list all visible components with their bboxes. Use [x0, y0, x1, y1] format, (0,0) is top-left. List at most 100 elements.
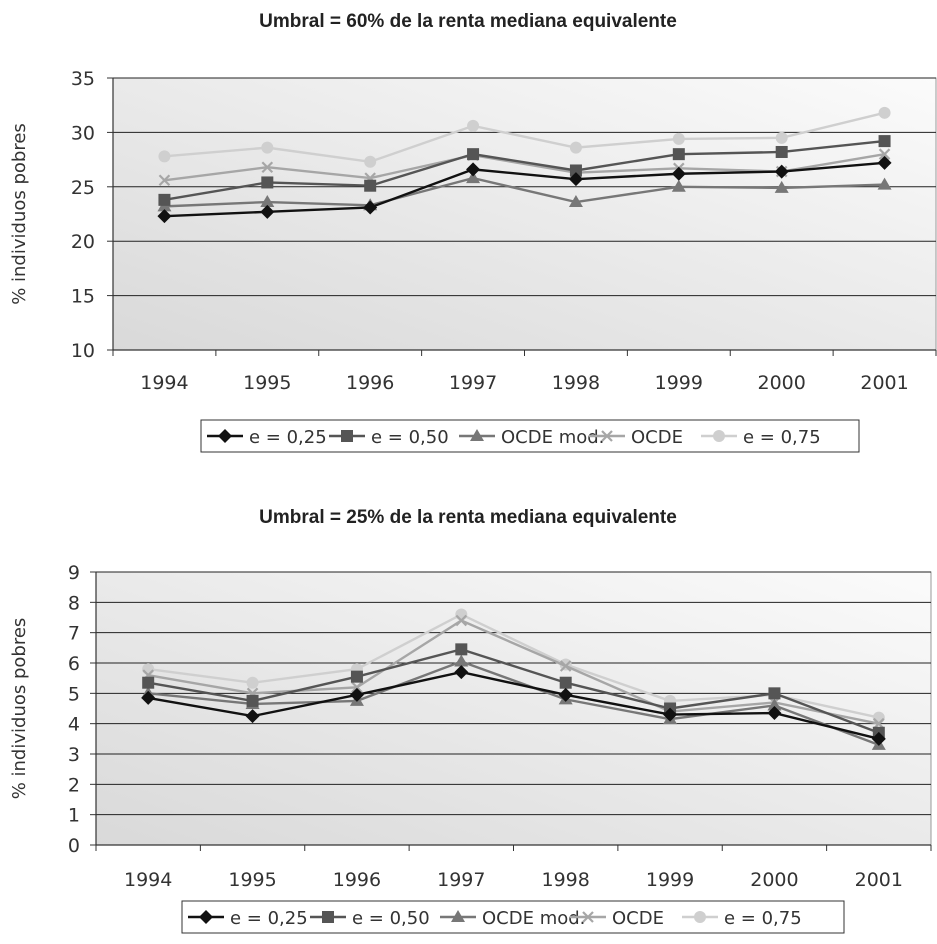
data-point: [774, 164, 789, 179]
y-tick-label: 0: [68, 835, 80, 857]
y-tick-label: 9: [68, 562, 80, 584]
legend-item: e = 0,50: [310, 908, 430, 929]
legend-item: OCDE mod.: [440, 908, 585, 929]
y-tick-label: 8: [68, 592, 80, 614]
data-point: [568, 172, 583, 187]
y-tick-label: 10: [71, 340, 95, 362]
x-tick-label: 1996: [333, 869, 381, 891]
legend-marker: [199, 910, 213, 924]
x-tick-label: 1995: [243, 372, 291, 394]
data-point: [261, 141, 274, 154]
data-point: [260, 195, 275, 208]
data-point: [141, 690, 156, 705]
y-tick-label: 6: [68, 653, 80, 675]
legend-label: e = 0,25: [230, 908, 308, 929]
x-tick-label: 1998: [552, 372, 600, 394]
plot-area: [95, 571, 932, 846]
chart-top: Umbral = 60% de la renta mediana equival…: [9, 11, 937, 453]
x-tick-label: 2000: [750, 869, 798, 891]
legend-label: OCDE: [612, 908, 664, 929]
legend-marker: [713, 430, 725, 442]
data-point: [455, 608, 468, 621]
chart-title: Umbral = 60% de la renta mediana equival…: [259, 11, 677, 32]
x-tick-label: 1998: [542, 869, 590, 891]
data-point: [569, 141, 582, 154]
legend-label: e = 0,50: [371, 427, 449, 448]
legend-item: e = 0,75: [701, 427, 821, 448]
legend: [200, 419, 860, 453]
data-point: [877, 155, 892, 170]
data-point: [558, 687, 573, 702]
x-tick-label: 1999: [655, 372, 703, 394]
legend-item: e = 0,25: [188, 908, 308, 929]
y-tick-label: 20: [71, 231, 95, 253]
chart-title: Umbral = 25% de la renta mediana equival…: [259, 507, 677, 528]
legend-item: e = 0,50: [329, 427, 449, 448]
legend-label: e = 0,25: [249, 427, 327, 448]
data-point: [559, 676, 572, 689]
data-point: [454, 665, 469, 680]
data-point: [158, 150, 171, 163]
data-point: [142, 663, 155, 676]
data-point: [142, 676, 155, 689]
x-tick-label: 2001: [860, 372, 908, 394]
legend-marker: [322, 911, 334, 923]
y-axis-label: % individuos pobres: [9, 123, 30, 305]
legend-label: e = 0,75: [743, 427, 821, 448]
x-tick-label: 1994: [124, 869, 172, 891]
y-tick-label: 5: [68, 683, 80, 705]
data-point: [455, 614, 468, 627]
y-tick-label: 3: [68, 744, 80, 766]
data-point: [767, 698, 782, 711]
legend-label: OCDE mod.: [501, 427, 604, 448]
data-point: [878, 148, 891, 160]
data-point: [466, 162, 481, 177]
legend-item: e = 0,25: [207, 427, 327, 448]
data-point: [158, 174, 171, 187]
data-point: [350, 670, 363, 683]
legend-marker: [451, 910, 465, 922]
series-line: [164, 161, 885, 218]
data-point: [559, 660, 572, 672]
data-point: [671, 166, 686, 181]
data-point: [775, 131, 788, 144]
data-point: [467, 148, 480, 161]
legend-marker: [470, 429, 484, 441]
series-line: [147, 670, 880, 740]
series-line: [164, 111, 885, 164]
legend-item: OCDE mod.: [459, 427, 604, 448]
legend-marker: [341, 430, 353, 442]
data-point: [767, 706, 782, 721]
data-point: [569, 164, 582, 177]
series-line: [148, 660, 880, 747]
data-point: [878, 135, 891, 148]
data-point: [246, 694, 259, 707]
y-tick-label: 1: [68, 805, 80, 827]
legend-label: e = 0,50: [352, 908, 430, 929]
x-tick-label: 2001: [855, 869, 903, 891]
series-line: [147, 619, 880, 725]
legend-item: OCDE: [570, 908, 664, 929]
legend: [181, 900, 845, 934]
data-point: [671, 179, 686, 192]
data-point: [455, 643, 468, 656]
legend-item: OCDE: [589, 427, 683, 448]
data-point: [877, 177, 892, 190]
x-tick-label: 1997: [449, 372, 497, 394]
y-tick-label: 7: [68, 623, 80, 645]
legend-label: e = 0,75: [724, 908, 802, 929]
y-axis-label: % individuos pobres: [9, 618, 30, 800]
data-point: [871, 731, 886, 746]
data-point: [775, 145, 788, 158]
data-point: [878, 106, 891, 119]
data-point: [364, 155, 377, 168]
data-point: [774, 180, 789, 193]
data-point: [363, 200, 378, 215]
legend-label: OCDE mod.: [482, 908, 585, 929]
x-tick-label: 1999: [646, 869, 694, 891]
y-tick-label: 30: [71, 122, 95, 144]
x-tick-label: 2000: [758, 372, 806, 394]
data-point: [158, 193, 171, 206]
y-tick-label: 15: [71, 286, 95, 308]
x-tick-label: 1994: [140, 372, 188, 394]
